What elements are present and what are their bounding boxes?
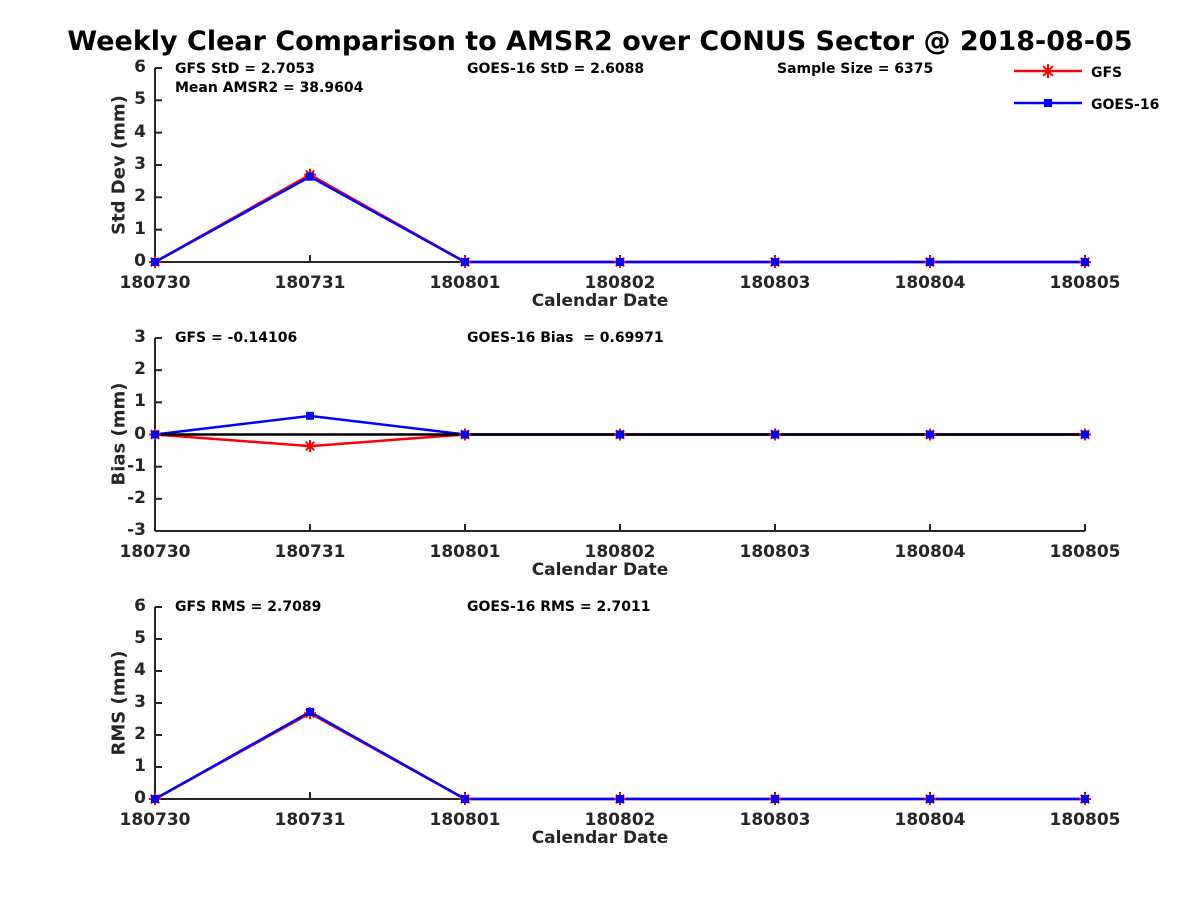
square-marker-icon bbox=[1044, 99, 1052, 107]
y-tick-label: 0 bbox=[134, 251, 146, 271]
square-marker-icon bbox=[306, 411, 314, 420]
x-tick-label: 180805 bbox=[1049, 273, 1121, 293]
square-marker-icon bbox=[151, 430, 159, 439]
square-marker-icon bbox=[616, 430, 624, 439]
x-tick-label: 180803 bbox=[739, 273, 811, 293]
gfs-series-markers bbox=[149, 168, 1091, 268]
square-marker-icon bbox=[926, 430, 934, 439]
square-marker-icon bbox=[616, 795, 624, 803]
y-tick-label: 5 bbox=[134, 628, 146, 648]
square-marker-icon bbox=[926, 258, 934, 266]
annotation-gfs-rms: GFS RMS = 2.7089 bbox=[175, 599, 322, 615]
square-marker-icon bbox=[926, 795, 934, 803]
y-tick-label: 4 bbox=[134, 660, 146, 680]
y-tick-label: 6 bbox=[134, 596, 146, 616]
square-marker-icon bbox=[771, 430, 779, 439]
y-tick-label: 3 bbox=[134, 692, 146, 712]
square-marker-icon bbox=[461, 795, 469, 803]
annotation-goes16-std: GOES-16 StD = 2.6088 bbox=[467, 61, 645, 77]
goes16-line-marker-icon bbox=[1012, 93, 1084, 117]
square-marker-icon bbox=[306, 172, 314, 181]
x-tick-label: 180730 bbox=[119, 542, 191, 562]
square-marker-icon bbox=[151, 795, 159, 803]
x-tick-label: 180805 bbox=[1049, 542, 1121, 562]
x-tick-label: 180805 bbox=[1049, 810, 1121, 830]
y-tick-label: -2 bbox=[127, 487, 146, 508]
y-tick-label: 3 bbox=[134, 327, 146, 347]
square-marker-icon bbox=[306, 707, 314, 716]
x-tick-label: 180801 bbox=[429, 542, 501, 562]
annotation-gfs-std: GFS StD = 2.7053 bbox=[175, 61, 315, 77]
x-tick-label: 180804 bbox=[894, 273, 966, 293]
square-marker-icon bbox=[151, 258, 159, 266]
y-tick-label: 3 bbox=[134, 154, 146, 174]
x-tick-label: 180801 bbox=[429, 810, 501, 830]
square-marker-icon bbox=[461, 430, 469, 439]
goes16-series-line bbox=[154, 710, 1085, 801]
goes16-series-markers bbox=[151, 411, 1089, 439]
x-axis-label-panel2: Calendar Date bbox=[531, 560, 669, 580]
x-tick-label: 180731 bbox=[274, 810, 346, 830]
legend: GFS GOES-16 bbox=[1012, 62, 1159, 126]
y-tick-label: 0 bbox=[134, 423, 146, 444]
x-axis-label-panel1: Calendar Date bbox=[531, 291, 669, 311]
square-marker-icon bbox=[1081, 258, 1089, 266]
x-tick-label: 180730 bbox=[119, 273, 191, 293]
goes16-series-markers bbox=[151, 172, 1089, 266]
y-tick-label: 4 bbox=[134, 121, 146, 142]
annotation-gfs-bias: GFS = -0.14106 bbox=[175, 330, 298, 346]
y-tick-label: 5 bbox=[134, 89, 146, 110]
square-marker-icon bbox=[771, 258, 779, 266]
legend-item-gfs: GFS bbox=[1012, 62, 1159, 84]
annotation-mean-amsr2: Mean AMSR2 = 38.9604 bbox=[175, 80, 364, 96]
x-tick-label: 180804 bbox=[894, 542, 966, 562]
legend-label-gfs: GFS bbox=[1091, 65, 1123, 81]
x-tick-label: 180802 bbox=[584, 810, 656, 830]
legend-item-goes16: GOES-16 bbox=[1012, 94, 1159, 116]
y-tick-label: 2 bbox=[134, 359, 146, 380]
x-tick-label: 180803 bbox=[739, 810, 811, 830]
square-marker-icon bbox=[461, 258, 469, 266]
square-marker-icon bbox=[1081, 430, 1089, 439]
y-tick-label: 1 bbox=[134, 218, 146, 239]
page-title: Weekly Clear Comparison to AMSR2 over CO… bbox=[67, 26, 1133, 57]
annotation-sample-size: Sample Size = 6375 bbox=[777, 61, 934, 77]
x-tick-label: 180731 bbox=[274, 542, 346, 562]
legend-label-goes16: GOES-16 bbox=[1091, 97, 1160, 113]
y-tick-label: 1 bbox=[134, 391, 146, 412]
x-tick-label: 180731 bbox=[274, 273, 346, 293]
y-tick-label: 2 bbox=[134, 724, 146, 744]
x-tick-label: 180804 bbox=[894, 810, 966, 830]
goes16-series-line bbox=[154, 175, 1085, 264]
y-tick-label: 6 bbox=[134, 57, 146, 77]
x-tick-label: 180803 bbox=[739, 542, 811, 562]
y-tick-label: 2 bbox=[134, 186, 146, 207]
annotation-goes16-rms: GOES-16 RMS = 2.7011 bbox=[467, 599, 651, 615]
y-tick-label: -3 bbox=[127, 520, 146, 540]
x-tick-label: 180802 bbox=[584, 273, 656, 293]
y-tick-label: 0 bbox=[134, 788, 146, 808]
y-tick-label: -1 bbox=[127, 455, 146, 476]
square-marker-icon bbox=[1081, 795, 1089, 803]
x-tick-label: 180801 bbox=[429, 273, 501, 293]
asterisk-marker-icon bbox=[1041, 64, 1055, 78]
gfs-series-line bbox=[154, 173, 1085, 264]
annotation-goes16-bias: GOES-16 Bias = 0.69971 bbox=[467, 330, 664, 346]
square-marker-icon bbox=[616, 258, 624, 266]
asterisk-marker-icon bbox=[304, 440, 316, 453]
x-axis-label-panel3: Calendar Date bbox=[531, 828, 669, 848]
goes16-series-markers bbox=[151, 707, 1089, 803]
gfs-line-marker-icon bbox=[1012, 61, 1084, 85]
x-tick-label: 180802 bbox=[584, 542, 656, 562]
x-tick-label: 180730 bbox=[119, 810, 191, 830]
gfs-series-line bbox=[154, 711, 1085, 801]
y-tick-label: 1 bbox=[134, 756, 146, 776]
square-marker-icon bbox=[771, 795, 779, 803]
